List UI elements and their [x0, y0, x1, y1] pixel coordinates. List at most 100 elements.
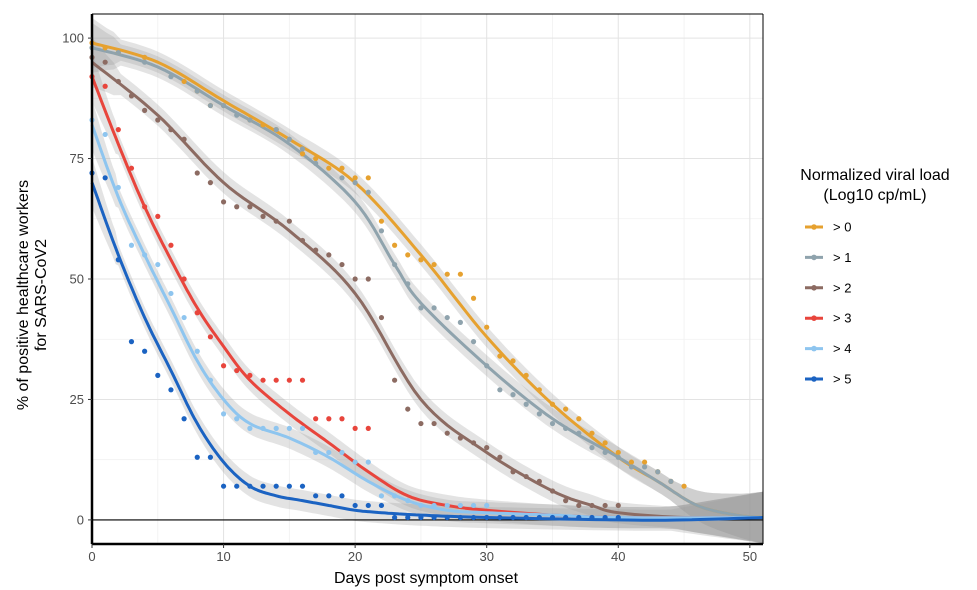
- data-point: [155, 213, 161, 219]
- data-point: [313, 160, 319, 166]
- data-point: [484, 445, 490, 451]
- data-point: [260, 425, 266, 431]
- data-point: [168, 242, 174, 248]
- data-point: [484, 502, 490, 509]
- data-point: [181, 314, 187, 321]
- data-point: [220, 483, 227, 489]
- data-point: [549, 401, 556, 407]
- data-point: [260, 377, 266, 383]
- x-tick-label: 40: [611, 549, 625, 564]
- y-tick-label: 100: [62, 31, 84, 46]
- data-point: [299, 146, 306, 152]
- x-tick-label: 50: [743, 549, 757, 564]
- data-point: [220, 102, 227, 109]
- data-point: [549, 488, 556, 494]
- data-point: [470, 502, 477, 509]
- data-point: [181, 416, 187, 422]
- data-point: [576, 430, 582, 436]
- data-point: [313, 416, 319, 422]
- legend-swatch-point: [811, 315, 817, 322]
- x-axis-title: Days post symptom onset: [334, 570, 519, 587]
- data-point: [589, 445, 595, 451]
- data-point: [576, 514, 582, 521]
- data-point: [273, 218, 279, 224]
- data-point: [128, 242, 135, 248]
- data-point: [405, 252, 411, 258]
- data-point: [155, 372, 161, 378]
- data-point: [655, 469, 661, 475]
- data-point: [602, 449, 608, 456]
- data-point: [207, 102, 214, 109]
- data-point: [392, 493, 398, 499]
- smoothed-curves: [90, 41, 764, 522]
- data-point: [313, 247, 319, 253]
- legend-item: > 0: [805, 220, 851, 235]
- y-axis-ticks: 0 25 50 75 100: [62, 31, 92, 527]
- data-point: [602, 502, 608, 509]
- data-point: [431, 261, 437, 268]
- legend-title-line-2: (Log10 cp/mL): [823, 187, 926, 204]
- data-point: [563, 498, 569, 504]
- data-point: [510, 469, 516, 475]
- data-point: [247, 425, 253, 431]
- data-point: [523, 473, 529, 480]
- data-point: [273, 425, 279, 431]
- data-point: [313, 493, 319, 499]
- data-point: [563, 514, 569, 521]
- confidence-band: [92, 17, 763, 544]
- data-point: [457, 319, 463, 325]
- data-point: [339, 165, 345, 171]
- legend-label: > 3: [833, 311, 851, 326]
- x-axis-ticks: 0 10 20 30 40 50: [88, 544, 757, 564]
- data-point: [102, 45, 108, 51]
- data-point: [286, 377, 292, 383]
- data-point: [418, 257, 424, 263]
- data-point: [484, 363, 490, 369]
- data-point: [115, 49, 121, 56]
- data-point: [365, 459, 371, 465]
- data-point: [378, 228, 385, 234]
- data-point: [234, 416, 240, 422]
- data-point: [168, 127, 174, 133]
- smoothed-curve: [91, 46, 764, 519]
- legend-item: > 5: [805, 372, 851, 387]
- data-point: [194, 454, 200, 460]
- data-point: [247, 372, 253, 378]
- legend-label: > 4: [833, 341, 851, 356]
- data-point: [365, 425, 371, 431]
- data-point: [220, 199, 227, 205]
- y-tick-label: 50: [70, 272, 84, 287]
- data-point: [431, 305, 437, 311]
- data-point: [260, 483, 266, 489]
- data-point: [392, 242, 398, 248]
- data-point: [260, 213, 266, 219]
- data-point: [444, 271, 450, 277]
- data-point: [194, 170, 200, 176]
- data-point: [339, 493, 345, 499]
- smoothed-curve: [91, 61, 763, 520]
- y-axis-title-line-2: for SARS-CoV2: [33, 239, 50, 351]
- data-point: [536, 387, 542, 393]
- data-point: [286, 483, 292, 489]
- data-point: [405, 514, 411, 521]
- data-point: [247, 483, 253, 489]
- data-point: [392, 377, 398, 383]
- data-point: [378, 502, 385, 509]
- data-point: [286, 136, 292, 142]
- legend-label: > 2: [833, 280, 851, 295]
- data-point: [207, 377, 214, 383]
- data-point: [326, 252, 332, 258]
- data-point: [405, 281, 411, 287]
- data-point: [457, 514, 463, 521]
- data-point: [418, 502, 424, 509]
- data-point: [273, 127, 279, 133]
- legend-swatch-point: [811, 285, 817, 291]
- legend-items: > 0 > 1 > 2 > 3 > 4 > 5: [805, 220, 851, 387]
- data-point: [510, 358, 516, 364]
- data-point: [181, 276, 187, 282]
- data-point: [234, 367, 240, 374]
- data-point: [352, 175, 358, 181]
- confidence-bands: [92, 17, 763, 544]
- data-point: [563, 425, 569, 431]
